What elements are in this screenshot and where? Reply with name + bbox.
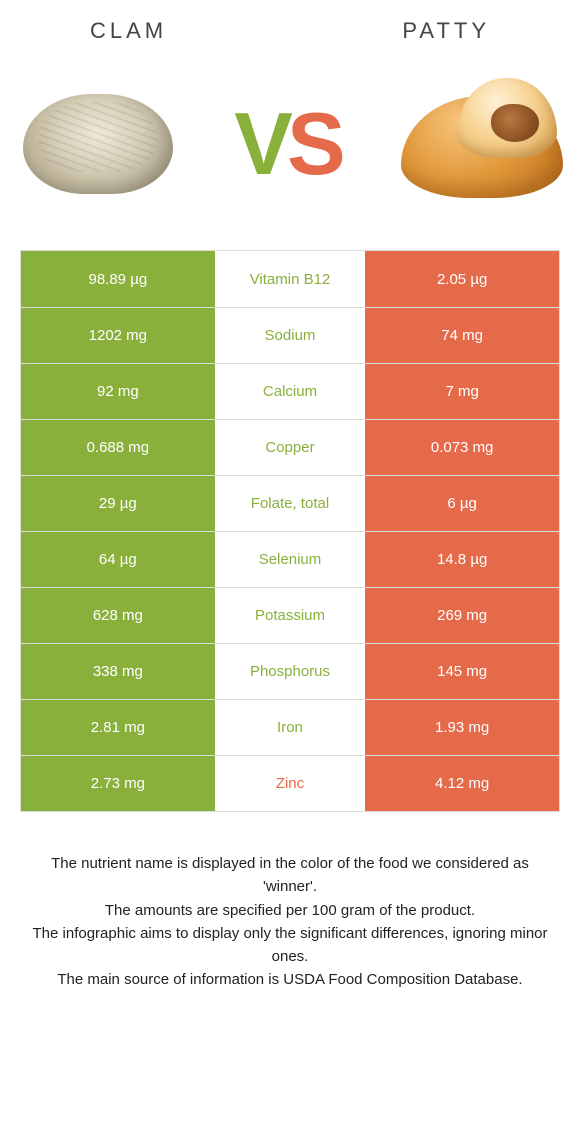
- nutrient-row: 2.73 mgZinc4.12 mg: [21, 755, 559, 811]
- nutrient-label: Copper: [215, 420, 366, 475]
- nutrient-value-right: 6 µg: [365, 476, 559, 531]
- nutrient-label: Calcium: [215, 364, 366, 419]
- footer-line: The infographic aims to display only the…: [28, 922, 552, 969]
- nutrient-value-right: 2.05 µg: [365, 251, 559, 307]
- patty-icon: [397, 84, 567, 204]
- nutrient-value-left: 338 mg: [21, 644, 215, 699]
- nutrient-value-left: 64 µg: [21, 532, 215, 587]
- nutrient-value-right: 7 mg: [365, 364, 559, 419]
- nutrient-row: 338 mgPhosphorus145 mg: [21, 643, 559, 699]
- food-title-left: Clam: [90, 18, 167, 44]
- nutrient-value-right: 4.12 mg: [365, 756, 559, 811]
- nutrient-value-right: 269 mg: [365, 588, 559, 643]
- food-title-right: Patty: [402, 18, 490, 44]
- nutrient-value-right: 145 mg: [365, 644, 559, 699]
- nutrient-label: Phosphorus: [215, 644, 366, 699]
- footer-line: The main source of information is USDA F…: [28, 968, 552, 991]
- nutrient-value-right: 14.8 µg: [365, 532, 559, 587]
- vs-row: V S: [0, 50, 580, 238]
- nutrient-label: Potassium: [215, 588, 366, 643]
- nutrient-value-left: 628 mg: [21, 588, 215, 643]
- food-image-right: [392, 69, 572, 219]
- footer-line: The nutrient name is displayed in the co…: [28, 852, 552, 899]
- nutrient-value-left: 2.73 mg: [21, 756, 215, 811]
- nutrient-value-right: 74 mg: [365, 308, 559, 363]
- nutrient-label: Vitamin B12: [215, 251, 366, 307]
- nutrient-value-left: 0.688 mg: [21, 420, 215, 475]
- nutrient-label: Zinc: [215, 756, 366, 811]
- nutrient-value-left: 92 mg: [21, 364, 215, 419]
- food-image-left: [8, 69, 188, 219]
- nutrient-row: 98.89 µgVitamin B122.05 µg: [21, 251, 559, 307]
- nutrient-value-left: 98.89 µg: [21, 251, 215, 307]
- footer-notes: The nutrient name is displayed in the co…: [28, 852, 552, 992]
- footer-line: The amounts are specified per 100 gram o…: [28, 899, 552, 922]
- clam-icon: [23, 94, 173, 194]
- nutrient-label: Folate, total: [215, 476, 366, 531]
- nutrient-value-right: 0.073 mg: [365, 420, 559, 475]
- header-row: Clam Patty: [0, 0, 580, 50]
- vs-letter-s: S: [287, 100, 346, 188]
- nutrient-row: 1202 mgSodium74 mg: [21, 307, 559, 363]
- nutrient-value-left: 2.81 mg: [21, 700, 215, 755]
- nutrient-row: 2.81 mgIron1.93 mg: [21, 699, 559, 755]
- nutrient-row: 628 mgPotassium269 mg: [21, 587, 559, 643]
- nutrient-row: 29 µgFolate, total6 µg: [21, 475, 559, 531]
- nutrient-row: 0.688 mgCopper0.073 mg: [21, 419, 559, 475]
- nutrient-value-right: 1.93 mg: [365, 700, 559, 755]
- vs-label: V S: [234, 100, 345, 188]
- nutrient-value-left: 29 µg: [21, 476, 215, 531]
- nutrient-row: 92 mgCalcium7 mg: [21, 363, 559, 419]
- nutrient-table: 98.89 µgVitamin B122.05 µg1202 mgSodium7…: [20, 250, 560, 812]
- nutrient-row: 64 µgSelenium14.8 µg: [21, 531, 559, 587]
- nutrient-label: Selenium: [215, 532, 366, 587]
- nutrient-label: Iron: [215, 700, 366, 755]
- nutrient-label: Sodium: [215, 308, 366, 363]
- vs-letter-v: V: [234, 100, 293, 188]
- nutrient-value-left: 1202 mg: [21, 308, 215, 363]
